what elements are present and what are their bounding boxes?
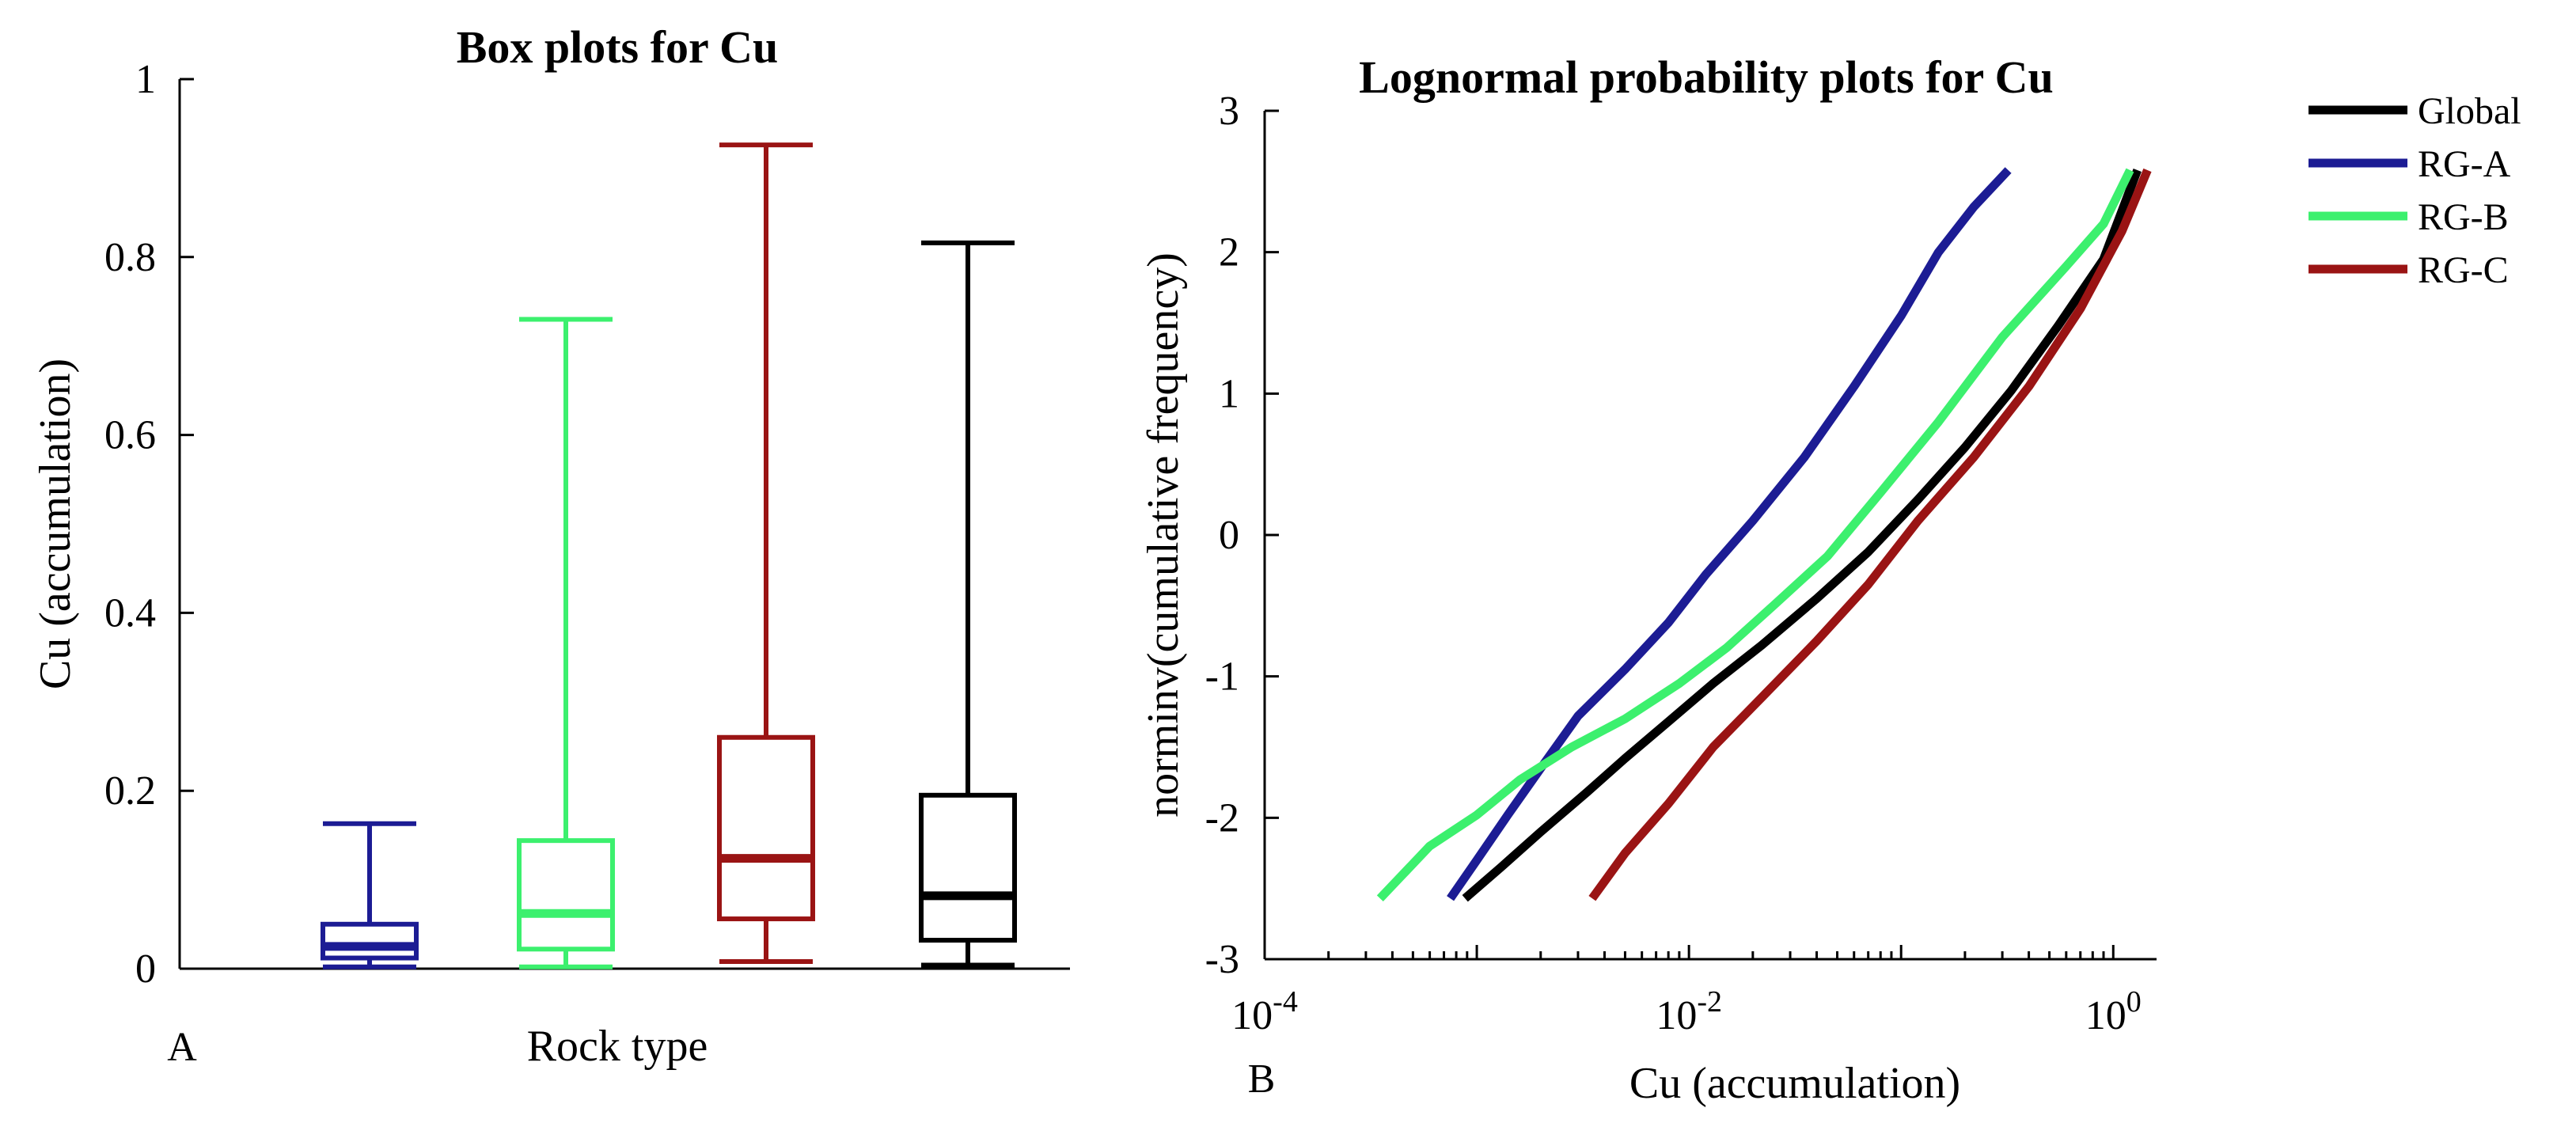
series-line-rg-b xyxy=(1376,168,2134,901)
iqr-box xyxy=(919,792,1017,943)
iqr-box xyxy=(321,921,419,961)
probability-plot-y-label: norminv(cumulative frequency) xyxy=(1139,252,1188,818)
probability-plot-y-tick-label: 3 xyxy=(1219,89,1239,134)
probability-plot-y-tick-label: 1 xyxy=(1219,371,1239,416)
probability-plot-x-tick-label: 10-2 xyxy=(1656,985,1722,1038)
box-plot-y-tick-label: 0.4 xyxy=(104,590,156,635)
probability-plot-y-tick-label: -3 xyxy=(1205,937,1239,982)
legend-entry: RG-C xyxy=(2309,249,2509,291)
probability-plot-x-tick-label: 100 xyxy=(2085,985,2142,1038)
probability-plot-y-tick-label: 0 xyxy=(1219,513,1239,558)
legend-entry: RG-B xyxy=(2309,196,2509,238)
iqr-box xyxy=(717,734,815,922)
legend-entry: Global xyxy=(2309,90,2521,132)
box-plot-panel: Box plots for Cu 0 0.2 0.4 0.6 0.8 1 Cu (accu… xyxy=(31,21,1070,1071)
probability-plot-x-tick-label: 10-4 xyxy=(1231,985,1298,1038)
panel-label-a: A xyxy=(167,1025,197,1070)
probability-plot-y-tick-label: -1 xyxy=(1205,654,1239,700)
box-plot-box xyxy=(517,317,615,969)
iqr-box xyxy=(517,838,615,952)
box-plot-y-tick-label: 1 xyxy=(135,57,156,102)
probability-plot-lines xyxy=(1376,167,2152,902)
legend-label: RG-B xyxy=(2418,196,2509,238)
box-plot-x-label: Rock type xyxy=(527,1022,708,1071)
box-plot-box xyxy=(717,142,815,965)
probability-plot-y-tick-label: 2 xyxy=(1219,230,1239,275)
legend: Global RG-A RG-B RG-C xyxy=(2309,90,2521,291)
box-plot-boxes xyxy=(321,142,1017,969)
probability-plot-panel: Lognormal probability plots for Cu 10-4 1… xyxy=(1139,51,2157,1108)
legend-entry: RG-A xyxy=(2309,143,2511,185)
box-plot-y-tick-label: 0.2 xyxy=(104,768,156,814)
legend-label: Global xyxy=(2418,90,2521,132)
box-plot-y-tick-label: 0 xyxy=(135,947,156,992)
box-plot-title: Box plots for Cu xyxy=(457,21,779,73)
probability-plot-title: Lognormal probability plots for Cu xyxy=(1359,51,2054,103)
legend-label: RG-C xyxy=(2418,249,2509,291)
box-plot-box xyxy=(321,821,419,969)
box-plot-box xyxy=(919,240,1017,968)
box-plot-y-tick-label: 0.8 xyxy=(104,235,156,280)
series-line-rg-a xyxy=(1447,167,2012,901)
probability-plot-x-label: Cu (accumulation) xyxy=(1629,1059,1960,1108)
probability-plot-x-ticks: 10-4 10-2 100 xyxy=(1231,945,2142,1038)
probability-plot-y-ticks: -3 -2 -1 0 1 2 3 xyxy=(1205,89,1279,982)
box-plot-y-ticks: 0 0.2 0.4 0.6 0.8 1 xyxy=(104,57,194,992)
legend-label: RG-A xyxy=(2418,143,2511,185)
series-line-global xyxy=(1462,169,2142,902)
series-line-rg-c xyxy=(1588,168,2152,901)
panel-label-b: B xyxy=(1248,1057,1276,1102)
box-plot-y-tick-label: 0.6 xyxy=(104,413,156,458)
probability-plot-y-tick-label: -2 xyxy=(1205,795,1239,840)
box-plot-y-label: Cu (accumulation) xyxy=(31,359,80,689)
